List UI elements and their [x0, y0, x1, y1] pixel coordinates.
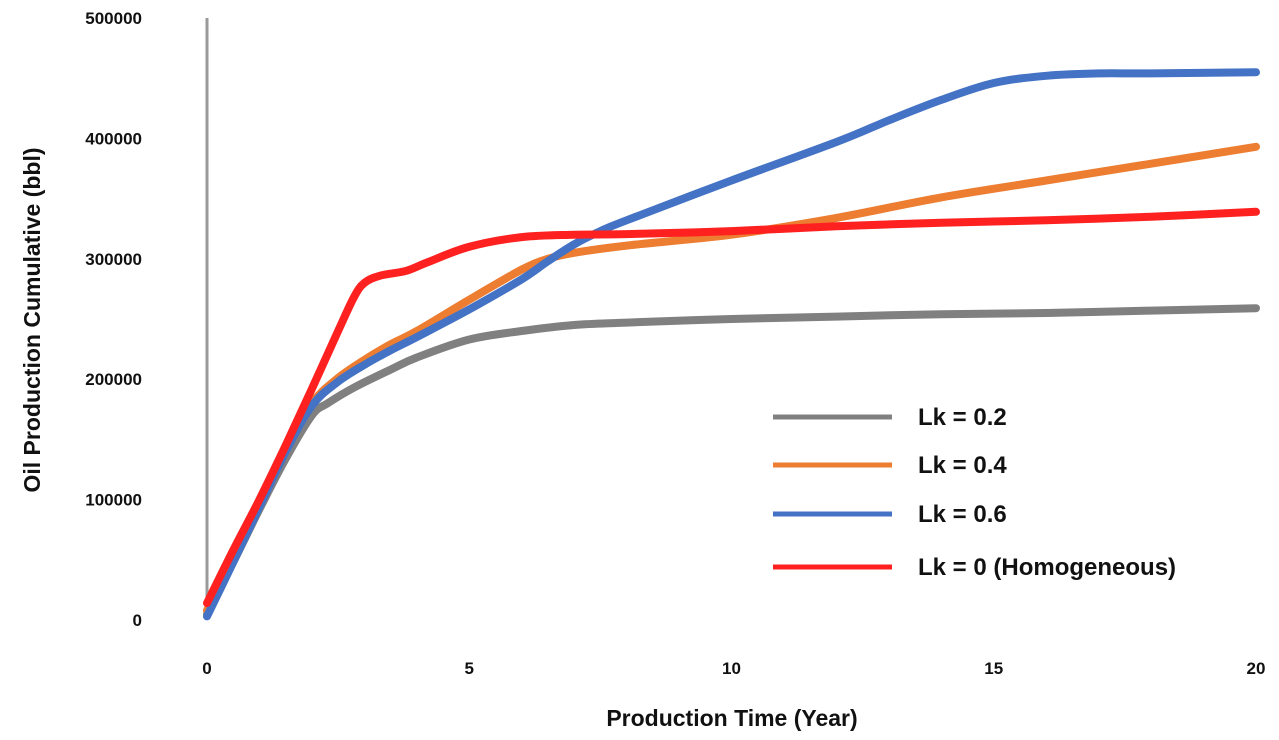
x-axis-title: Production Time (Year) [606, 705, 857, 731]
legend: Lk = 0.2 Lk = 0.4 Lk = 0.6 Lk = 0 (Homogene… [773, 404, 1176, 581]
x-tick-label: 10 [722, 659, 741, 678]
series-line-4 [203, 207, 1260, 608]
x-tick-label: 0 [202, 659, 211, 678]
x-tick-label: 15 [984, 659, 1003, 678]
series-line-3 [203, 68, 1260, 621]
legend-label: Lk = 0.2 [918, 404, 1007, 431]
x-tick-label: 5 [465, 659, 474, 678]
y-tick-label: 500000 [85, 9, 142, 28]
y-tick-label: 400000 [85, 129, 142, 148]
legend-label: Lk = 0.4 [918, 452, 1007, 479]
x-tick-labels: 0 5 10 15 20 [202, 659, 1265, 678]
y-axis-title: Oil Production Cumulative (bbl) [19, 148, 45, 493]
series-lines [203, 68, 1260, 621]
y-tick-label: 300000 [85, 250, 142, 269]
y-tick-label: 100000 [85, 491, 142, 510]
y-tick-labels: 0 100000 200000 300000 400000 500000 [85, 9, 142, 630]
y-tick-label: 0 [133, 611, 142, 630]
legend-label: Lk = 0 (Homogeneous) [918, 554, 1176, 581]
x-tick-label: 20 [1247, 659, 1266, 678]
y-tick-label: 200000 [85, 370, 142, 389]
legend-label: Lk = 0.6 [918, 501, 1007, 528]
